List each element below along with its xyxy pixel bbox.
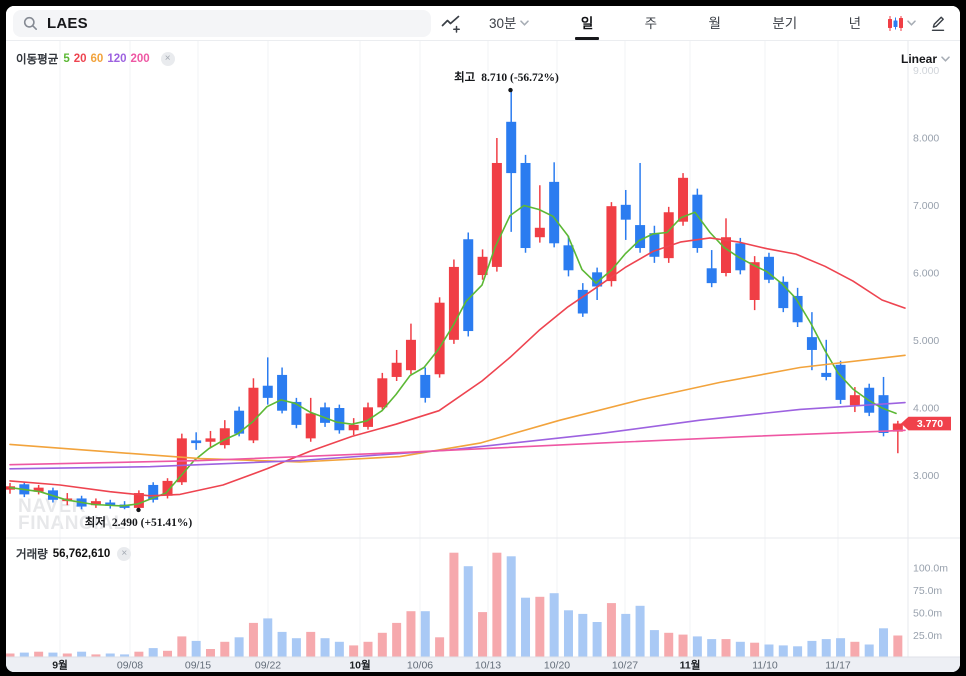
chevron-down-icon	[907, 20, 916, 26]
moving-average-lines	[9, 204, 906, 507]
scale-selector-label: Linear	[900, 52, 937, 66]
svg-text:7.000: 7.000	[913, 200, 939, 212]
chevron-down-icon	[520, 20, 530, 26]
svg-text:25.0m: 25.0m	[913, 630, 942, 642]
ma-legend-close-icon[interactable]: ×	[160, 52, 175, 66]
tab-month[interactable]: 월	[709, 6, 721, 40]
ma-legend-item-60: 60	[90, 53, 104, 65]
compare-chart-icon[interactable]	[431, 14, 471, 33]
svg-text:75.0m: 75.0m	[913, 585, 942, 597]
volume-legend: 거래량 56,762,610 ×	[16, 546, 132, 562]
draw-tool-button[interactable]	[930, 15, 946, 32]
axes: 9월 09/08 09/15 09/22 10월 10/06 10/13 10/20 10/27…	[6, 65, 960, 672]
svg-text:10/20: 10/20	[544, 660, 570, 672]
tab-month-label: 월	[708, 15, 721, 31]
tab-30min[interactable]: 30분	[489, 6, 530, 40]
chart-type-button[interactable]	[887, 15, 916, 32]
volume-legend-close-icon[interactable]: ×	[117, 547, 132, 561]
svg-text:11월: 11월	[680, 659, 701, 672]
ma-legend-item-200: 200	[130, 53, 150, 65]
svg-text:09/22: 09/22	[255, 660, 281, 672]
svg-text:5.000: 5.000	[913, 335, 939, 347]
svg-text:3.000: 3.000	[913, 470, 939, 482]
interval-tabs: 30분 일 주 월 분기 년	[471, 6, 887, 40]
search-input[interactable]	[45, 13, 369, 33]
right-tools	[887, 15, 946, 32]
svg-text:100.0m: 100.0m	[913, 563, 948, 575]
annotations: 최고 8.710 (-56.72%) 최저 2.490 (+51.41%)	[85, 70, 559, 529]
tab-week[interactable]: 주	[645, 6, 657, 40]
pencil-icon	[931, 16, 945, 31]
svg-text:09/08: 09/08	[117, 660, 143, 672]
svg-text:10/13: 10/13	[475, 660, 501, 672]
ma-legend-title: 이동평균	[16, 54, 59, 66]
svg-text:11/10: 11/10	[752, 660, 778, 672]
stock-search-box[interactable]	[13, 9, 431, 37]
svg-text:8.000: 8.000	[913, 133, 939, 145]
volume-bars	[6, 552, 903, 658]
svg-text:10월: 10월	[349, 659, 370, 672]
candlestick-icon	[888, 15, 903, 31]
tab-30min-label: 30분	[489, 15, 517, 31]
chevron-down-icon	[941, 56, 950, 62]
ma-legend-item-5: 5	[63, 53, 70, 65]
toolbar: 30분 일 주 월 분기 년	[6, 6, 960, 41]
volume-legend-value: 56,762,610	[52, 548, 111, 560]
tab-year-label: 년	[848, 15, 861, 31]
app-window: 30분 일 주 월 분기 년	[6, 6, 960, 672]
price-badge-value: 3.770	[917, 418, 943, 430]
watermark-line2: FINANCIAL	[18, 513, 126, 534]
svg-text:6.000: 6.000	[913, 268, 939, 280]
svg-text:11/17: 11/17	[825, 660, 851, 672]
scale-selector[interactable]: Linear	[901, 52, 950, 66]
svg-text:10/27: 10/27	[612, 660, 638, 672]
ma-legend-items: 5 20 60 120 200	[63, 53, 153, 65]
svg-text:9월: 9월	[52, 659, 68, 672]
ma-legend: 이동평균 5 20 60 120 200 ×	[16, 51, 175, 67]
watermark: NAVER FINANCIAL	[18, 496, 126, 534]
chart-canvas[interactable]: 9월 09/08 09/15 09/22 10월 10/06 10/13 10/20 10/27…	[6, 40, 960, 672]
tab-quarter[interactable]: 분기	[772, 6, 797, 40]
current-price-badge: 3.770	[901, 416, 951, 431]
price-badge-shape	[901, 416, 951, 431]
tab-week-label: 주	[644, 15, 658, 31]
watermark-line1: NAVER	[18, 496, 87, 517]
svg-text:10/06: 10/06	[407, 660, 433, 672]
svg-text:50.0m: 50.0m	[913, 608, 942, 620]
volume-legend-title: 거래량	[16, 549, 48, 561]
svg-text:4.000: 4.000	[913, 403, 939, 415]
high-annotation: 최고 8.710 (-56.72%)	[454, 70, 559, 84]
svg-text:9.000: 9.000	[913, 65, 939, 77]
tab-day-label: 일	[580, 15, 594, 31]
tab-quarter-label: 분기	[772, 15, 798, 31]
line-chart-plus-icon	[441, 15, 460, 33]
tab-day[interactable]: 일	[574, 6, 600, 40]
low-annotation: 최저 2.490 (+51.41%)	[85, 515, 193, 529]
tab-year[interactable]: 년	[849, 6, 861, 40]
ma-legend-item-120: 120	[107, 53, 127, 65]
svg-text:09/15: 09/15	[185, 660, 211, 672]
search-icon	[23, 16, 37, 30]
ma-legend-item-20: 20	[73, 53, 87, 65]
